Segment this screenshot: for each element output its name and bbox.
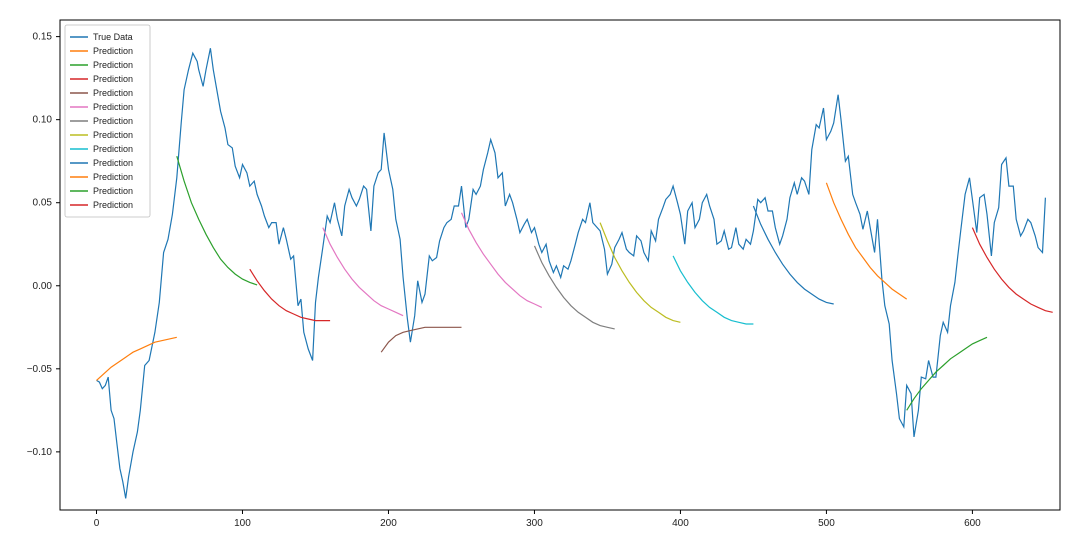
legend-label: Prediction	[93, 74, 133, 84]
legend-label: Prediction	[93, 186, 133, 196]
x-tick-label: 600	[964, 518, 981, 529]
y-tick-label: 0.15	[33, 32, 53, 43]
y-tick-label: −0.05	[27, 364, 53, 375]
plot-border	[60, 20, 1060, 510]
series-prediction-8	[673, 256, 753, 324]
legend-label: Prediction	[93, 46, 133, 56]
x-tick-label: 0	[94, 518, 100, 529]
legend-label: Prediction	[93, 200, 133, 210]
legend-label: Prediction	[93, 172, 133, 182]
series-prediction-1	[97, 337, 177, 380]
x-tick-label: 300	[526, 518, 543, 529]
series-prediction-6	[535, 246, 615, 329]
series-group	[97, 48, 1053, 498]
x-tick-label: 500	[818, 518, 835, 529]
y-tick-label: 0.05	[33, 198, 53, 209]
legend-label: Prediction	[93, 158, 133, 168]
x-tick-label: 100	[234, 518, 251, 529]
legend-label: True Data	[93, 32, 133, 42]
series-prediction-12	[972, 228, 1052, 313]
legend-label: Prediction	[93, 116, 133, 126]
y-tick-label: −0.10	[27, 447, 53, 458]
series-prediction-9	[753, 206, 833, 304]
x-tick-label: 200	[380, 518, 397, 529]
y-tick-label: 0.10	[33, 115, 53, 126]
series-prediction-2	[177, 156, 257, 285]
legend-label: Prediction	[93, 88, 133, 98]
legend: True Data Prediction Prediction Prediction P…	[65, 25, 150, 217]
x-tick-label: 400	[672, 518, 689, 529]
series-prediction-7	[600, 223, 680, 323]
legend-label: Prediction	[93, 102, 133, 112]
series-prediction-5	[323, 228, 403, 316]
legend-label: Prediction	[93, 130, 133, 140]
x-axis-ticks: 0 100 200 300 400 500 600	[94, 510, 981, 529]
y-axis-ticks: −0.10 −0.05 0.00 0.05 0.10 0.15	[27, 32, 60, 458]
y-tick-label: 0.00	[33, 281, 53, 292]
series-prediction-11	[907, 337, 987, 410]
series-true-data	[97, 48, 1046, 498]
chart-svg: 0 100 200 300 400 500 600 −0.10 −0.05 0.00 0.05 0.…	[0, 0, 1080, 559]
series-prediction-4	[381, 327, 461, 352]
series-prediction-10	[826, 183, 906, 299]
legend-label: Prediction	[93, 60, 133, 70]
legend-label: Prediction	[93, 144, 133, 154]
